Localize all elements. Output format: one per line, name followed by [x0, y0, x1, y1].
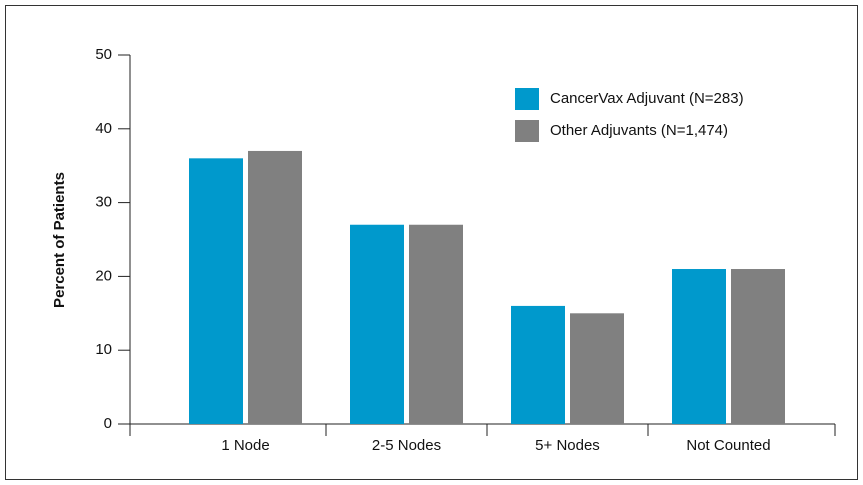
x-tick-label: Not Counted [686, 437, 770, 454]
y-tick-label: 20 [95, 267, 112, 284]
bar [570, 313, 624, 424]
bar [511, 305, 565, 424]
x-tick-label: 1 Node [221, 437, 269, 454]
bar [248, 150, 302, 424]
bar [189, 158, 243, 424]
x-tick-label: 2-5 Nodes [372, 437, 441, 454]
legend-swatch [515, 88, 539, 110]
bar [350, 224, 404, 424]
y-axis-label: Percent of Patients [51, 172, 68, 308]
x-tick-label: 5+ Nodes [535, 437, 600, 454]
legend-label: CancerVax Adjuvant (N=283) [550, 90, 744, 107]
legend-label: Other Adjuvants (N=1,474) [550, 122, 728, 139]
legend-swatch [515, 120, 539, 142]
bar [731, 269, 785, 424]
y-tick-label: 50 [95, 46, 112, 63]
y-tick-label: 40 [95, 120, 112, 137]
y-tick-label: 30 [95, 194, 112, 211]
bar [672, 269, 726, 424]
y-tick-label: 0 [104, 415, 112, 432]
frame [5, 5, 858, 480]
bar [409, 224, 463, 424]
y-tick-label: 10 [95, 341, 112, 358]
